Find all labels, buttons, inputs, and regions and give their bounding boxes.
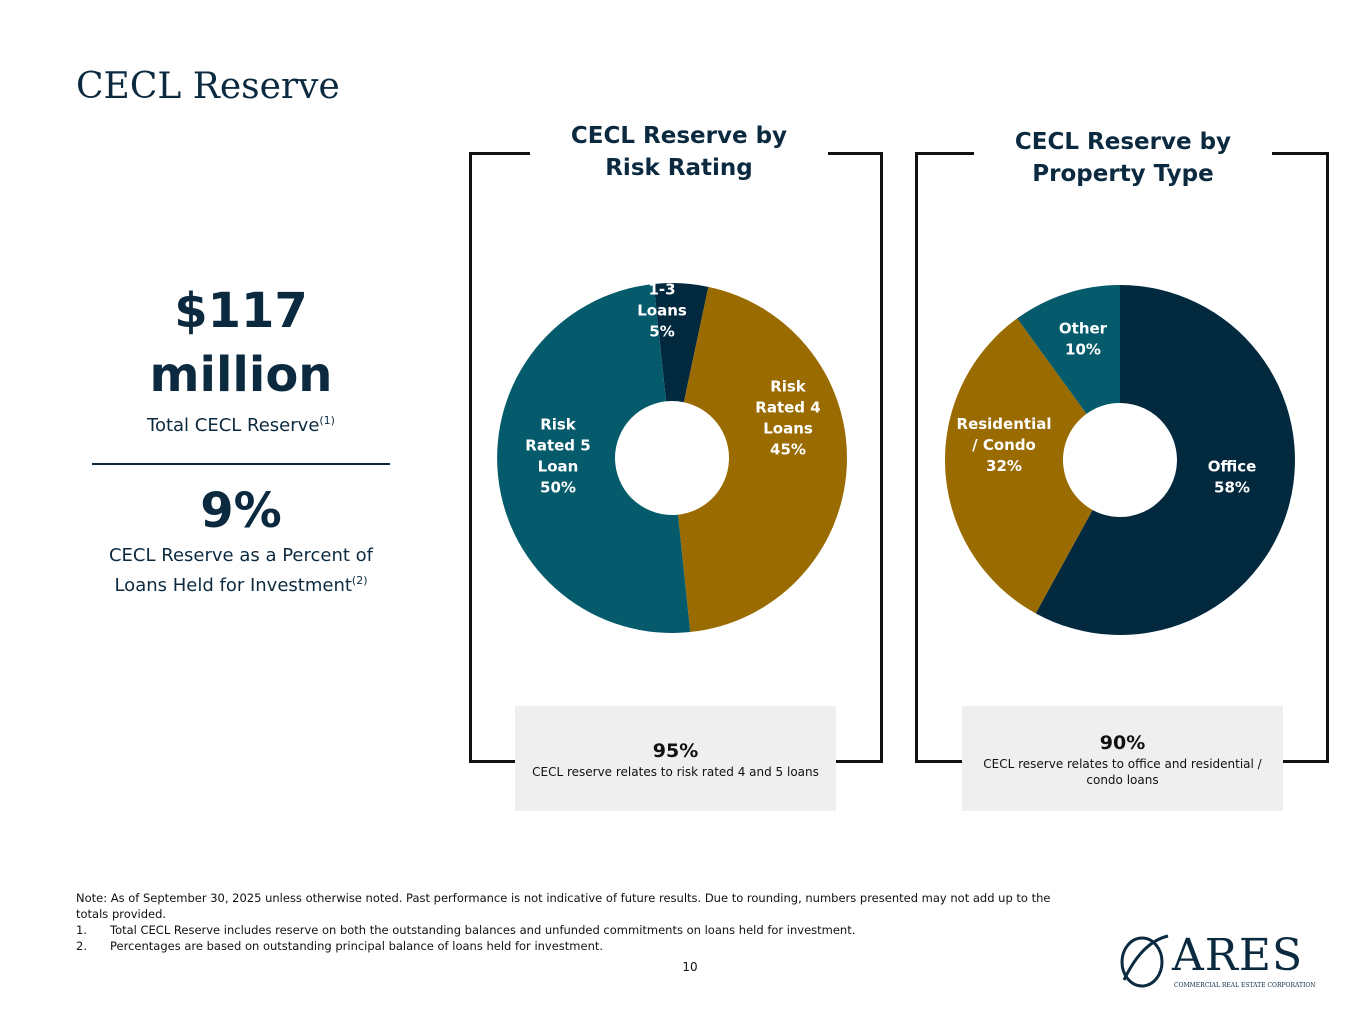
total-reserve-label: Total CECL Reserve(1) <box>92 408 390 438</box>
chart1-bracket-right <box>828 152 883 763</box>
slice-label: Office 58% <box>1208 458 1257 497</box>
slice-label-line: Rated 5 <box>525 437 590 455</box>
chart1-callout: 95% CECL reserve relates to risk rated 4… <box>515 706 836 811</box>
slice-residential-condo <box>944 318 1093 614</box>
slice-office <box>1035 285 1295 635</box>
chart2-donut: Office 58% Residential / Condo 32% Other 10% <box>944 285 1295 635</box>
slice-label-line: 50% <box>540 479 576 497</box>
chart1-donut: Risk Rated 1-3 Loans 5%Risk Rated 4 Loans 45%R… <box>497 260 847 633</box>
slice-other <box>1017 285 1120 414</box>
chart2-callout: 90% CECL reserve relates to office and r… <box>962 706 1283 811</box>
footnote-num: 1. <box>76 923 87 937</box>
slice-label-line: Loans <box>763 420 813 438</box>
footnote-num: 2. <box>76 939 87 953</box>
chart2-bracket-left <box>915 152 974 763</box>
chart1-bracket-left <box>469 152 530 763</box>
chart1-title-line1: CECL Reserve by <box>570 123 788 149</box>
percent-label-line2: Loans Held for Investment(2) <box>92 568 390 598</box>
footnote-text: Total CECL Reserve includes reserve on b… <box>110 923 856 937</box>
chart2-callout-percent: 90% <box>1099 732 1146 754</box>
percent-value: 9% <box>200 483 282 539</box>
percent-label-line1: CECL Reserve as a Percent of <box>108 545 373 566</box>
chart1-callout-text: CECL reserve relates to risk rated 4 and… <box>532 765 819 779</box>
slice-label-line: 5% <box>649 323 674 341</box>
slice-label: Risk Rated 5 Loan 50% <box>525 416 590 497</box>
logo-wordmark: ARES <box>1172 930 1304 981</box>
note-text: Note: As of September 30, 2025 unless ot… <box>76 891 1051 921</box>
percent-label-line2-text: Loans Held for Investment <box>114 575 352 596</box>
page-title: CECL Reserve <box>76 66 340 107</box>
slice-label-line: 32% <box>986 457 1022 475</box>
slice-label-line: 1-3 <box>648 281 675 299</box>
slice-label-line: 58% <box>1214 479 1250 497</box>
slice-risk-rated-4-loans <box>677 286 847 633</box>
page-number: 10 <box>682 960 698 974</box>
total-reserve-value: $117 <box>174 283 308 339</box>
slice-label-line: Loan <box>538 458 579 476</box>
slice-label-line: Loans <box>637 302 687 320</box>
footnote-item: 2. Percentages are based on outstanding p… <box>76 938 1086 954</box>
slice-label-line: 45% <box>770 441 806 459</box>
chart2-title-line1: CECL Reserve by <box>1014 129 1232 155</box>
footnote-item: 1. Total CECL Reserve includes reserve on… <box>76 922 1086 938</box>
chart2-title-line2: Property Type <box>1032 161 1214 187</box>
slice-risk-rated-1-3-loans <box>653 283 709 403</box>
slice-label: Risk Rated 4 Loans 45% <box>755 378 820 459</box>
chart2-callout-text: CECL reserve relates to office and resid… <box>983 757 1262 787</box>
slice-label-line: Office <box>1208 458 1257 476</box>
slice-label-line: Residential <box>957 415 1052 433</box>
footnote-ref-1: (1) <box>319 414 335 427</box>
slice-label: Risk Rated 1-3 Loans 5% <box>617 260 708 341</box>
chart1-callout-percent: 95% <box>652 740 699 762</box>
chart1-title-line2: Risk Rating <box>605 155 753 181</box>
footnote-ref-2: (2) <box>351 574 368 587</box>
slice-label-line: Other <box>1059 320 1108 338</box>
slice-risk-rated-5-loan <box>497 283 691 633</box>
chart1-title: CECL Reserve by Risk Rating <box>540 120 818 184</box>
slice-label-line: Risk <box>770 378 807 396</box>
logo-emblem-icon <box>1120 934 1169 988</box>
slice-label-line: Risk Rated <box>617 260 708 278</box>
logo-tagline: COMMERCIAL REAL ESTATE CORPORATION <box>1174 982 1316 989</box>
slice-label: Residential / Condo 32% <box>957 415 1052 475</box>
chart2-title: CECL Reserve by Property Type <box>985 126 1261 190</box>
footnotes: Note: As of September 30, 2025 unless ot… <box>76 890 1086 954</box>
footnote-text: Percentages are based on outstanding pri… <box>110 939 604 953</box>
total-reserve-label-text: Total CECL Reserve <box>147 415 320 436</box>
slice-label-line: Rated 4 <box>755 399 820 417</box>
slice-label: Other 10% <box>1059 320 1108 359</box>
ares-logo: ARES COMMERCIAL REAL ESTATE CORPORATION <box>1118 930 1316 994</box>
total-reserve-unit: million <box>149 347 333 403</box>
slice-label-line: / Condo <box>972 436 1036 454</box>
slice-label-line: 10% <box>1065 341 1101 359</box>
slice-label-line: Risk <box>540 416 577 434</box>
chart2-bracket-right <box>1272 152 1329 763</box>
divider <box>92 463 390 465</box>
